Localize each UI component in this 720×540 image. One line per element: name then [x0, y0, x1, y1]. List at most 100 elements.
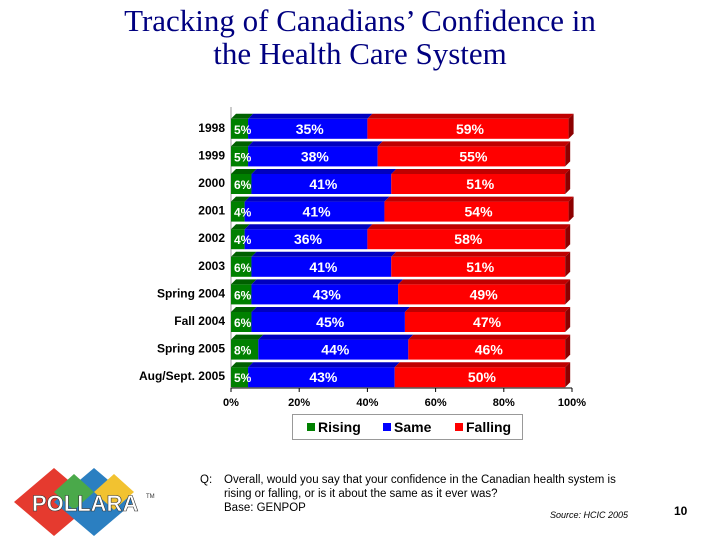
bar-top-same — [248, 362, 400, 368]
question-line-2: rising or falling, or is it about the sa… — [224, 488, 498, 500]
x-tick-label: 20% — [288, 397, 310, 409]
data-label-rising: 5% — [234, 150, 252, 164]
legend-swatch-rising — [307, 423, 315, 431]
data-label-rising: 8% — [234, 344, 252, 358]
bar-top-falling — [377, 141, 571, 147]
data-label-rising: 4% — [234, 233, 252, 247]
bar-top-same — [244, 196, 390, 202]
bar-same — [244, 201, 385, 222]
bar-falling — [377, 146, 566, 167]
bar-top-falling — [384, 196, 574, 202]
data-label-falling: 55% — [459, 148, 488, 164]
bar-top-same — [248, 141, 383, 147]
x-tick-label: 80% — [493, 397, 515, 409]
bar-side-falling — [565, 307, 571, 332]
legend-item-falling: Falling — [455, 419, 511, 435]
bar-same — [248, 367, 395, 388]
bar-rising — [231, 146, 249, 167]
question-line-1: Overall, would you say that your confide… — [224, 474, 616, 486]
category-label: Aug/Sept. 2005 — [139, 369, 225, 383]
legend-label-same: Same — [394, 419, 432, 435]
bar-falling — [408, 339, 566, 360]
data-label-falling: 46% — [475, 342, 504, 358]
bar-top-falling — [391, 251, 571, 257]
data-label-falling: 51% — [466, 176, 495, 192]
bar-rising — [231, 256, 252, 277]
bar-falling — [394, 367, 566, 388]
question-label: Q: — [200, 474, 213, 486]
bar-top-same — [244, 224, 373, 230]
bar-rising — [231, 174, 252, 194]
bar-top-rising — [231, 196, 250, 202]
title-line-1: Tracking of Canadians’ Confidence in — [124, 3, 596, 38]
category-label: 2000 — [198, 176, 225, 190]
bar-side-falling — [565, 169, 571, 194]
bar-same — [251, 312, 405, 332]
bar-side-falling — [565, 334, 571, 360]
bar-top-rising — [231, 362, 254, 368]
data-label-rising: 6% — [234, 288, 252, 302]
data-label-falling: 51% — [466, 259, 495, 275]
stacked-bar-chart: 0% 20% 40% 60% 80% 100% 1998 5% 35% 59% 1999 5% 38%… — [139, 107, 586, 409]
data-label-rising: 6% — [234, 178, 252, 192]
data-label-same: 43% — [309, 369, 338, 385]
bar-side-falling — [568, 196, 574, 222]
bar-same — [244, 229, 368, 250]
bar-rising — [231, 229, 245, 250]
data-label-falling: 50% — [468, 369, 497, 385]
bar-same — [251, 174, 392, 194]
bar-same — [251, 256, 392, 277]
bar-falling — [391, 174, 566, 194]
legend-item-rising: Rising — [307, 419, 361, 435]
bar-side-falling — [565, 141, 571, 167]
bar-falling — [384, 201, 569, 222]
data-label-falling: 54% — [465, 204, 494, 220]
bar-top-falling — [367, 224, 571, 230]
bar-top-same — [251, 169, 397, 174]
x-tick-label: 60% — [425, 397, 447, 409]
data-label-same: 45% — [316, 314, 345, 330]
category-label: 2001 — [198, 204, 225, 218]
bar-top-falling — [367, 113, 574, 119]
bar-side-falling — [565, 251, 571, 277]
data-label-falling: 58% — [454, 231, 483, 247]
category-label: 2002 — [198, 231, 225, 245]
chart-legend: Rising Same Falling — [292, 414, 523, 440]
pollara-logo: POLLARA TM — [14, 468, 155, 536]
bar-rising — [231, 284, 252, 305]
bar-rising — [231, 118, 249, 139]
category-label: Spring 2004 — [157, 286, 225, 300]
data-label-same: 36% — [294, 231, 323, 247]
bar-top-rising — [231, 169, 257, 174]
legend-item-same: Same — [383, 419, 431, 435]
bar-top-falling — [398, 279, 571, 285]
x-tick-label: 100% — [558, 397, 586, 409]
data-label-same: 43% — [313, 286, 342, 302]
bar-top-rising — [231, 279, 257, 285]
bar-falling — [367, 229, 566, 250]
data-label-same: 41% — [303, 204, 332, 220]
data-label-same: 38% — [301, 148, 330, 164]
bar-side-falling — [568, 113, 574, 139]
bar-rising — [231, 339, 259, 360]
bar-same — [258, 339, 409, 360]
bar-top-rising — [231, 224, 250, 230]
data-label-falling: 59% — [456, 121, 485, 137]
bar-falling — [398, 284, 566, 305]
bar-side-falling — [565, 362, 571, 388]
bar-top-rising — [231, 141, 254, 147]
bar-rising — [231, 367, 249, 388]
bar-side-falling — [565, 279, 571, 305]
bar-top-same — [248, 113, 373, 119]
bar-falling — [391, 256, 566, 277]
bar-top-falling — [394, 362, 571, 368]
bar-falling — [367, 118, 569, 139]
data-label-same: 35% — [296, 121, 325, 137]
bar-top-falling — [391, 169, 571, 174]
bar-top-falling — [408, 334, 571, 340]
logo-text: POLLARA — [32, 491, 138, 516]
data-label-rising: 6% — [234, 261, 252, 275]
bar-top-rising — [231, 334, 264, 340]
question-base: Base: GENPOP — [224, 502, 306, 514]
bar-top-same — [251, 251, 397, 257]
